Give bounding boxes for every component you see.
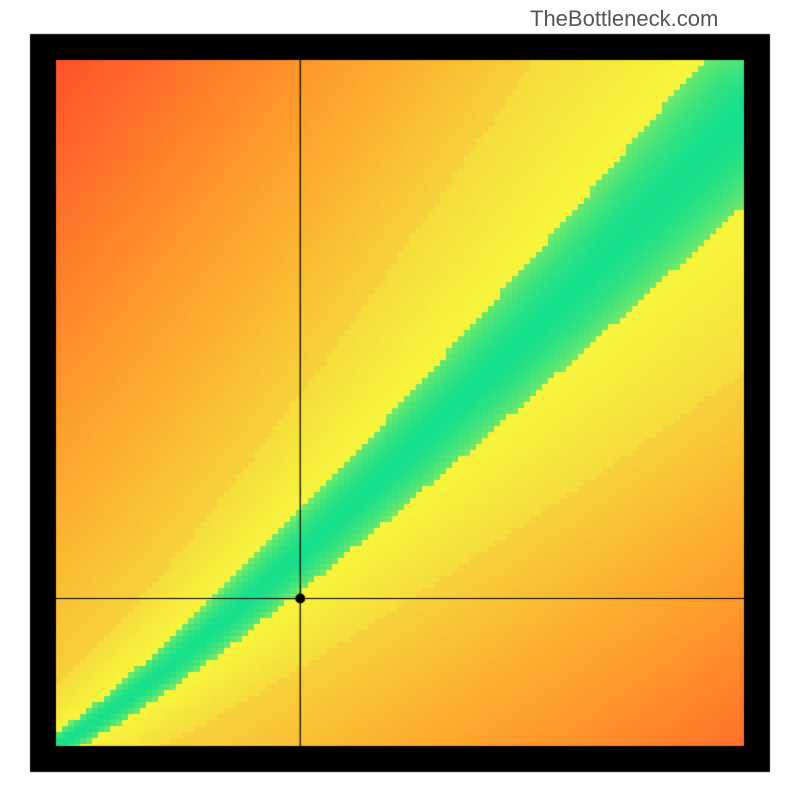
watermark-text: TheBottleneck.com bbox=[530, 6, 718, 32]
bottleneck-heatmap-canvas bbox=[0, 0, 800, 800]
